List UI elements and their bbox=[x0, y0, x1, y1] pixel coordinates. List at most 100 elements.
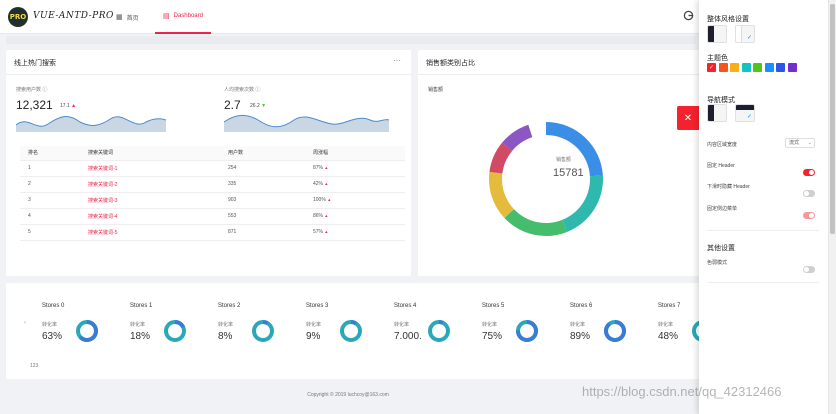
theme-color-swatch[interactable]: ✓ bbox=[707, 63, 716, 72]
sales-category-title: 销售额类别占比 bbox=[426, 60, 475, 67]
sales-subtitle: 销售额 bbox=[428, 87, 444, 93]
stores-card: ‹ Stores 0 转化率 63% Stores 1 转化率 18% Stores 2 转化… bbox=[6, 283, 714, 379]
hide-header-toggle[interactable] bbox=[803, 190, 815, 197]
sales-donut-chart bbox=[489, 122, 603, 236]
sales-category-card: 销售额类别占比 销售额 销售额 15781 bbox=[418, 50, 703, 276]
fixed-sidebar-toggle[interactable] bbox=[803, 212, 815, 219]
hide-header-label: 下滑时隐藏 Header bbox=[707, 184, 750, 190]
avg-search-delta: 26.2 ▼ bbox=[250, 103, 266, 109]
keyword-link[interactable]: 搜索关键词-3 bbox=[80, 192, 220, 209]
ring-track bbox=[428, 320, 450, 342]
ring-fill bbox=[516, 320, 538, 342]
nav-sidebar-option[interactable] bbox=[707, 104, 727, 122]
avg-search-sparkline bbox=[224, 114, 389, 132]
col-users[interactable]: 用户数 bbox=[220, 146, 305, 161]
avg-search-label: 人均搜索次数 ⓘ bbox=[224, 86, 260, 93]
content-width-select[interactable]: 流式 ⌄ bbox=[785, 138, 815, 148]
theme-color-swatch[interactable] bbox=[730, 63, 739, 72]
color-weak-toggle[interactable] bbox=[803, 266, 815, 273]
keyword-link[interactable]: 搜索关键词-5 bbox=[80, 224, 220, 241]
keyword-link[interactable]: 搜索关键词-4 bbox=[80, 208, 220, 225]
donut-segment[interactable] bbox=[502, 124, 533, 151]
style-dark-option[interactable] bbox=[707, 25, 727, 43]
store-rate-value: 8% bbox=[218, 331, 233, 342]
close-icon[interactable]: ✕ bbox=[677, 106, 699, 130]
ring-fill bbox=[76, 320, 98, 342]
table-header-row: 排名 搜索关键词 用户数 周涨幅 bbox=[20, 146, 405, 161]
table-row: 1 搜索关键词-1 254 87% ▲ bbox=[20, 160, 405, 177]
store-name: Stores 7 bbox=[658, 303, 681, 309]
store-rate-value: 48% bbox=[658, 331, 679, 342]
theme-color-swatch[interactable] bbox=[753, 63, 762, 72]
card-divider bbox=[6, 74, 411, 75]
other-settings-title: 其他设置 bbox=[707, 245, 735, 252]
store-item[interactable]: Stores 4 转化率 7.000. bbox=[394, 283, 482, 353]
theme-color-swatch[interactable] bbox=[764, 63, 774, 72]
donut-center-value: 15781 bbox=[553, 167, 584, 179]
change-value: 57% bbox=[313, 229, 324, 235]
donut-segment[interactable] bbox=[562, 175, 603, 232]
scrollbar-thumb[interactable] bbox=[830, 4, 835, 234]
fixed-header-toggle[interactable] bbox=[803, 169, 815, 176]
store-ring-chart bbox=[252, 320, 274, 342]
users-cell: 903 bbox=[220, 192, 305, 209]
tab-dashboard[interactable]: ▤ Dashboard bbox=[155, 0, 211, 34]
tab-home-label: 首页 bbox=[126, 15, 139, 22]
app-name[interactable]: VUE-ANTD-PRO bbox=[33, 11, 114, 21]
copyright: Copyright © 2019 luchcoy@163.com bbox=[307, 392, 389, 398]
keyword-link[interactable]: 搜索关键词-2 bbox=[80, 176, 220, 193]
ring-fill bbox=[340, 320, 362, 342]
theme-color-swatch[interactable] bbox=[741, 63, 751, 72]
caret-up-icon: ▲ bbox=[324, 165, 329, 170]
more-icon[interactable]: ··· bbox=[393, 56, 401, 65]
settings-drawer: 整体风格设置 ✓ 主题色 ✓ 导航模式 ✓ 内容区域宽度 流式 ⌄ 固定 Hea… bbox=[699, 0, 828, 414]
donut-segment[interactable] bbox=[528, 122, 546, 138]
github-icon[interactable] bbox=[683, 10, 694, 24]
rank-cell: 1 bbox=[20, 160, 80, 177]
store-item[interactable]: Stores 6 转化率 89% bbox=[570, 283, 658, 353]
logo-icon[interactable]: PRO bbox=[8, 7, 28, 27]
theme-color-swatch[interactable] bbox=[787, 63, 797, 72]
nav-topmenu-option[interactable]: ✓ bbox=[735, 104, 755, 122]
donut-segment[interactable] bbox=[546, 122, 603, 177]
style-light-option[interactable]: ✓ bbox=[735, 25, 755, 43]
ring-fill bbox=[252, 320, 274, 342]
vertical-scrollbar[interactable] bbox=[828, 0, 836, 414]
store-item[interactable]: Stores 5 转化率 75% bbox=[482, 283, 570, 353]
rank-cell: 2 bbox=[20, 176, 80, 193]
fixed-sidebar-row: 固定侧边菜单 bbox=[707, 205, 815, 219]
change-value: 42% bbox=[313, 181, 324, 187]
toggle-knob bbox=[804, 267, 809, 272]
donut-segment[interactable] bbox=[489, 171, 514, 219]
hot-search-card: 线上热门搜索 ··· 搜索用户数 ⓘ 12,321 17.1 ▲ 人均搜索次数 … bbox=[6, 50, 416, 314]
style-dark-sidebar bbox=[708, 26, 714, 42]
theme-color-swatch[interactable] bbox=[776, 63, 785, 72]
ring-fill bbox=[604, 320, 626, 342]
store-name: Stores 0 bbox=[42, 303, 65, 309]
store-name: Stores 2 bbox=[218, 303, 241, 309]
store-item[interactable]: Stores 2 转化率 8% bbox=[218, 283, 306, 353]
caret-up-icon: ▲ bbox=[324, 229, 329, 234]
store-item[interactable]: Stores 3 转化率 9% bbox=[306, 283, 394, 353]
col-keyword[interactable]: 搜索关键词 bbox=[80, 146, 220, 161]
nav-topbar-preview bbox=[736, 105, 754, 110]
store-rate-value: 75% bbox=[482, 331, 503, 342]
info-icon[interactable]: ⓘ bbox=[255, 87, 261, 93]
store-item[interactable]: Stores 0 转化率 63% bbox=[42, 283, 130, 353]
store-rate-label: 转化率 bbox=[130, 322, 146, 328]
info-icon[interactable]: ⓘ bbox=[42, 87, 48, 93]
donut-segment[interactable] bbox=[504, 209, 567, 236]
rank-cell: 4 bbox=[20, 208, 80, 225]
avg-search-label-text: 人均搜索次数 bbox=[224, 87, 255, 93]
keyword-link[interactable]: 搜索关键词-1 bbox=[80, 160, 220, 177]
store-item[interactable]: Stores 1 转化率 18% bbox=[130, 283, 218, 353]
store-name: Stores 1 bbox=[130, 303, 153, 309]
col-change[interactable]: 周涨幅 bbox=[305, 146, 405, 161]
col-rank[interactable]: 排名 bbox=[20, 146, 80, 161]
theme-color-swatch[interactable] bbox=[718, 63, 728, 72]
chevron-left-icon[interactable]: ‹ bbox=[24, 320, 26, 326]
store-rate-label: 转化率 bbox=[42, 322, 58, 328]
tab-home[interactable]: ▦ 首页 bbox=[108, 0, 147, 34]
change-cell: 87% ▲ bbox=[305, 160, 405, 177]
donut-segment[interactable] bbox=[489, 142, 513, 174]
